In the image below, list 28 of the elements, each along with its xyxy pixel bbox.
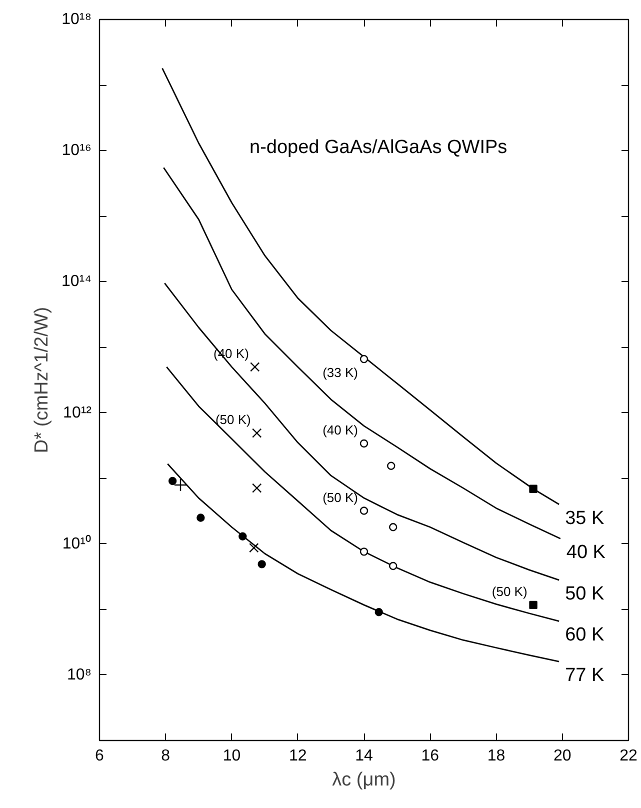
legend-label: 40 K xyxy=(566,542,606,564)
series-label: 35 K xyxy=(565,508,604,529)
annotation: (50 K) xyxy=(492,584,528,599)
x-tick-label: 22 xyxy=(620,748,638,764)
series-label: 60 K xyxy=(565,624,604,646)
series-label: 50 K xyxy=(565,584,604,605)
annotation: (33 K) xyxy=(322,365,358,380)
x-axis-title: λc (μm) xyxy=(332,770,396,790)
y-tick-label: 10⁸ xyxy=(66,666,92,684)
x-tick-label: 8 xyxy=(161,748,170,764)
y-tick-label: 10¹² xyxy=(63,404,92,422)
annotation: n-doped GaAs/AlGaAs QWIPs xyxy=(250,137,508,158)
annotation: (40 K) xyxy=(322,422,358,438)
x-tick-label: 20 xyxy=(553,748,572,764)
x-tick-label: 12 xyxy=(288,748,307,764)
x-tick-label: 14 xyxy=(355,748,373,764)
y-tick-label: 10¹⁰ xyxy=(62,534,92,552)
x-tick-label: 10 xyxy=(222,748,241,764)
x-tick-label: 16 xyxy=(421,748,440,764)
annotation: (50 K) xyxy=(322,490,358,505)
x-tick-label: 18 xyxy=(487,748,506,764)
y-tick-label: 10¹⁴ xyxy=(62,273,92,290)
y-tick-label: 10¹⁸ xyxy=(62,11,92,28)
y-tick-label: 10¹⁶ xyxy=(62,142,92,160)
annotation: (50 K) xyxy=(215,412,251,428)
x-tick-label: 6 xyxy=(95,748,104,764)
y-axis-title: D* (cmHz^1/2/W) xyxy=(32,306,52,454)
legend-label: 77 K xyxy=(565,665,604,686)
